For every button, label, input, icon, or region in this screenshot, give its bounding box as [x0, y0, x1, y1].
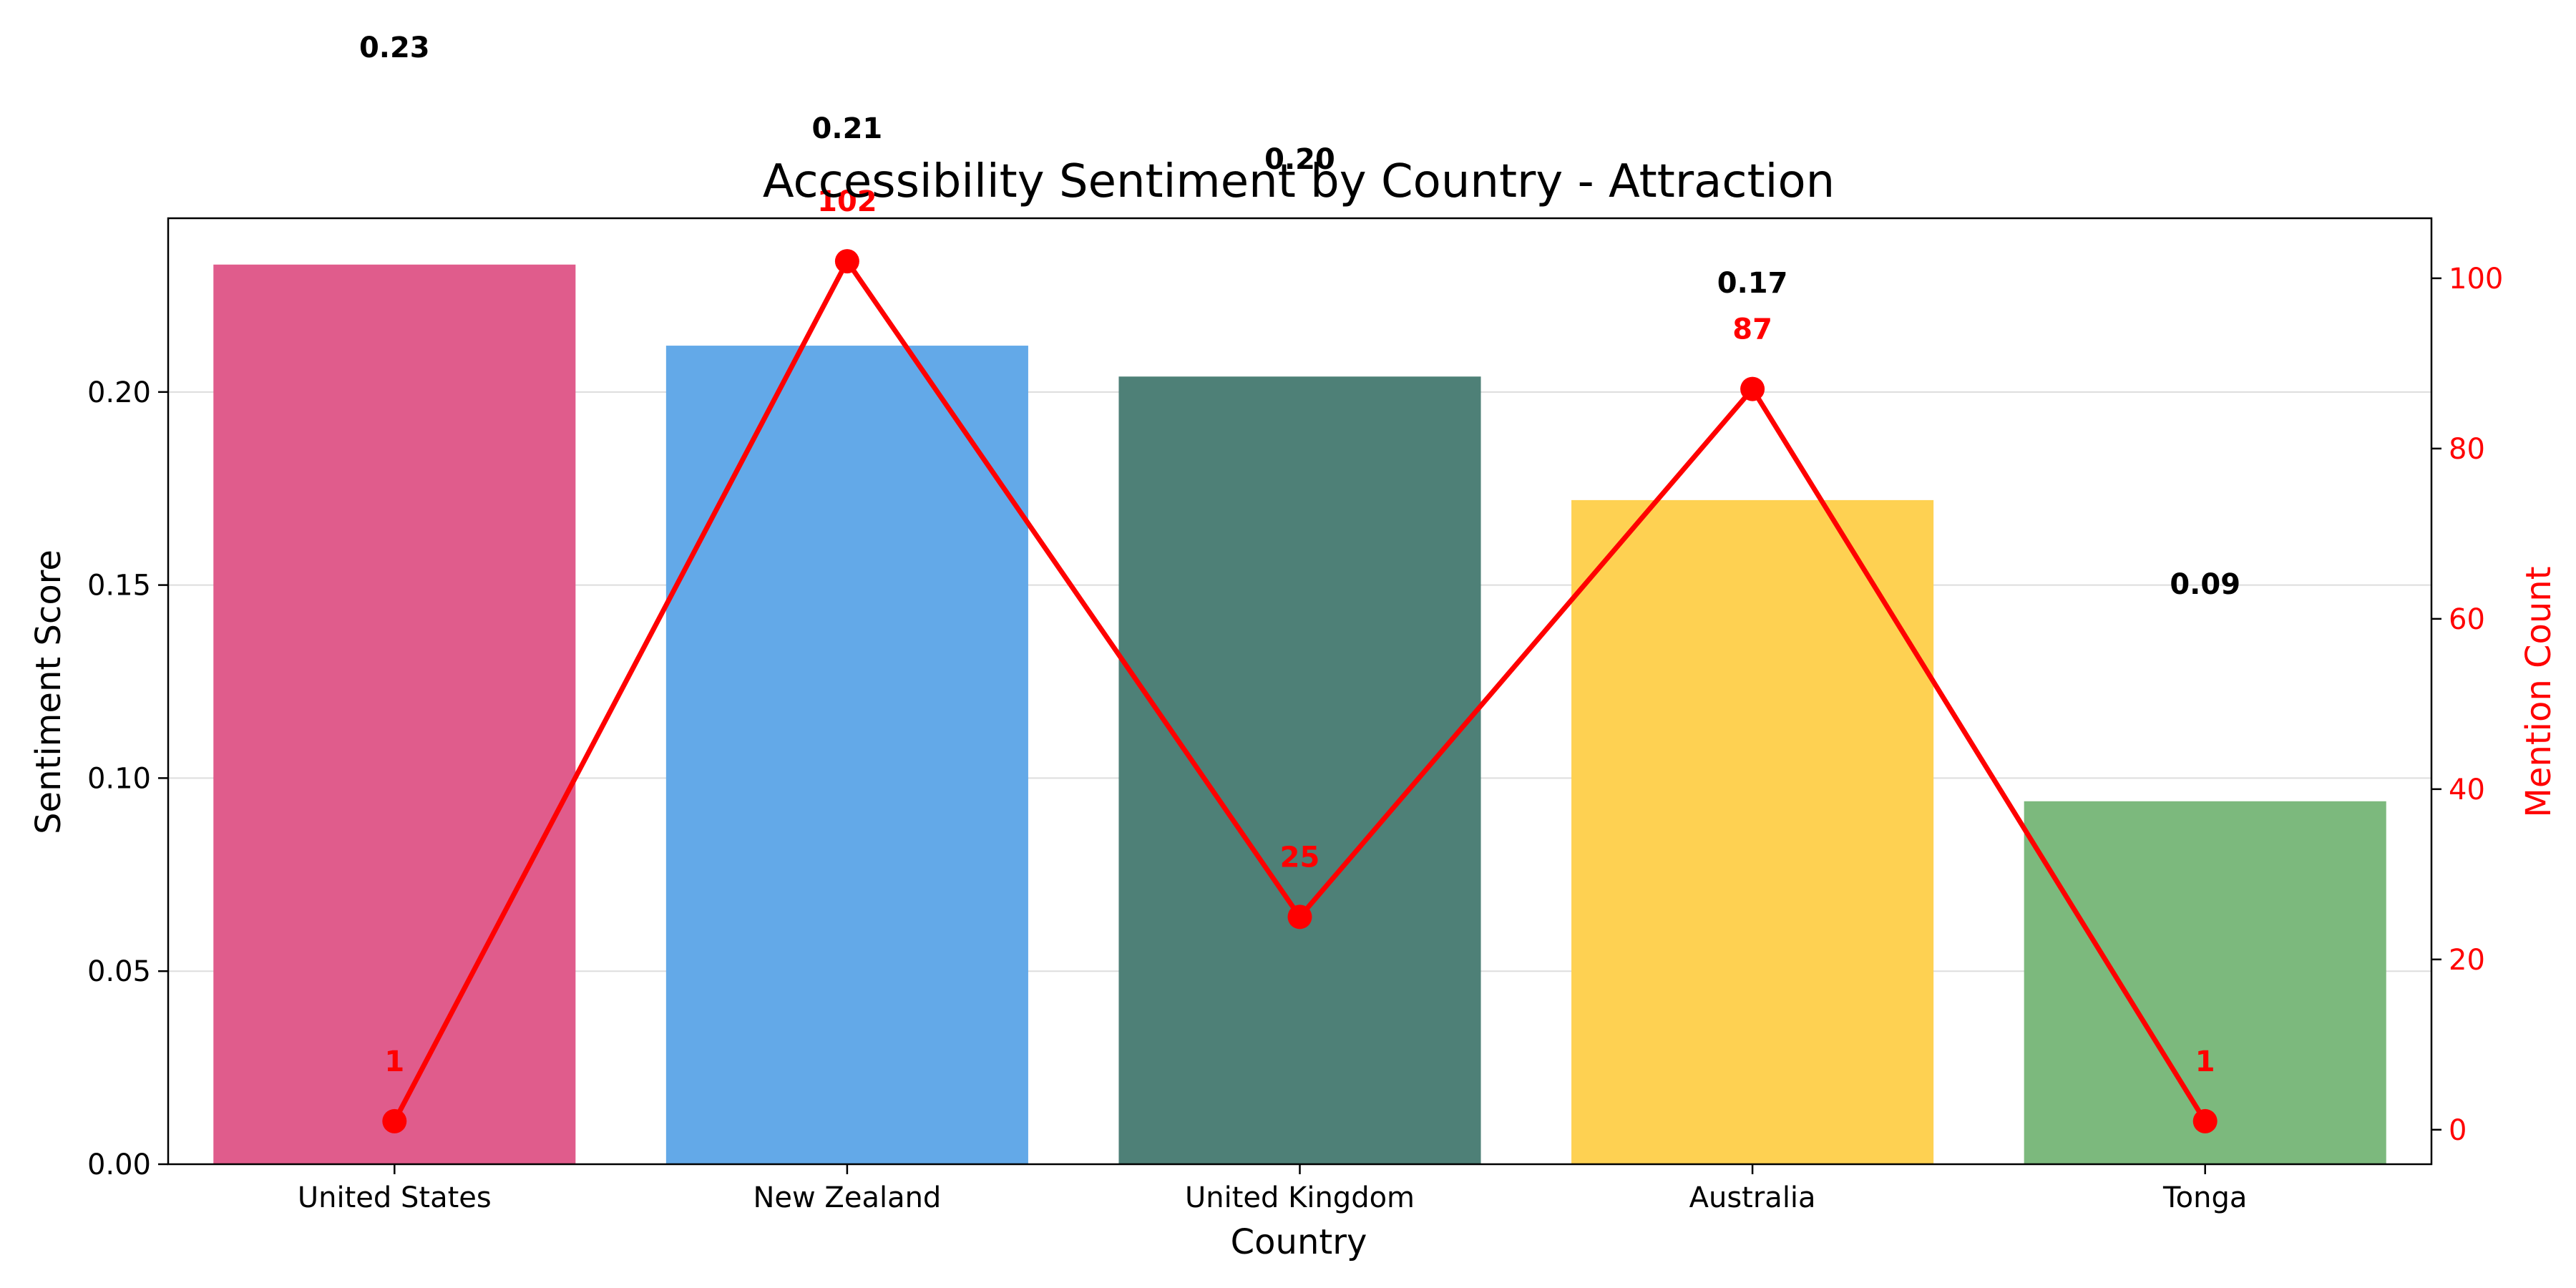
- bar-australia: [1571, 499, 1934, 1164]
- bar-value-label: 0.21: [812, 112, 883, 145]
- mention-count-label: 1: [2195, 1045, 2215, 1078]
- line-layer: [382, 249, 2218, 1133]
- bar-united-states: [213, 264, 576, 1165]
- y2-axis-label: Mention Count: [2519, 566, 2559, 817]
- y2-tick-label: 0: [2449, 1114, 2467, 1147]
- x-tick-label: United Kingdom: [1185, 1181, 1415, 1214]
- mention-count-label: 87: [1732, 313, 1772, 346]
- y-tick-label: 0.10: [87, 762, 151, 795]
- x-axis-label: Country: [1231, 1222, 1367, 1262]
- y-tick-label: 0.05: [87, 955, 151, 988]
- mention-count-label: 1: [384, 1045, 404, 1078]
- bars-layer: [213, 264, 2386, 1165]
- bar-value-label: 0.20: [1264, 143, 1335, 176]
- y-tick-label: 0.15: [87, 570, 151, 602]
- mention-count-label: 102: [817, 185, 877, 218]
- x-tick-label: United States: [298, 1181, 492, 1214]
- mention-point-united-kingdom: [1287, 904, 1312, 930]
- x-tick-label: New Zealand: [753, 1181, 941, 1214]
- y2-tick-label: 40: [2449, 774, 2485, 806]
- mention-point-united-states: [382, 1108, 407, 1133]
- bar-tonga: [2024, 801, 2386, 1164]
- mention-point-australia: [1740, 376, 1765, 401]
- mention-point-new-zealand: [834, 249, 859, 274]
- mention-count-label: 25: [1280, 841, 1320, 874]
- bar-value-label: 0.23: [359, 31, 430, 64]
- y-axis-label: Sentiment Score: [29, 550, 69, 834]
- y2-tick-label: 80: [2449, 433, 2485, 466]
- y-tick-label: 0.20: [87, 376, 151, 409]
- bar-value-label: 0.09: [2170, 568, 2240, 601]
- bar-new-zealand: [665, 346, 1028, 1164]
- y2-tick-label: 20: [2449, 944, 2485, 977]
- chart-title: Accessibility Sentiment by Country - Att…: [763, 155, 1835, 208]
- y2-tick-label: 60: [2449, 603, 2485, 636]
- bar-value-label: 0.17: [1717, 267, 1788, 300]
- x-tick-label: Australia: [1689, 1181, 1816, 1214]
- labels-layer: 1 102 25 87 1 0.23 0.21 0.20 0.17 0.09: [359, 31, 2240, 1078]
- bar-united-kingdom: [1118, 376, 1481, 1164]
- y-tick-label: 0.00: [87, 1148, 151, 1181]
- axes-layer: 0.00 0.05 0.10 0.15 0.20 0 20 40 60 80 100 United S…: [87, 217, 2503, 1214]
- x-tick-label: Tonga: [2162, 1181, 2247, 1214]
- mention-point-tonga: [2192, 1108, 2218, 1133]
- y2-tick-label: 100: [2449, 263, 2503, 296]
